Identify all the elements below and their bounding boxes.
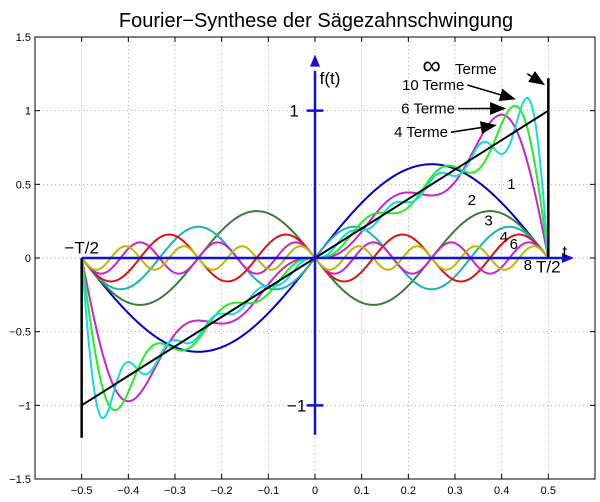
axis-minus-one-label: −1 (287, 396, 306, 415)
x-tick-label: 0.5 (541, 485, 556, 497)
y-tick-label: −0.5 (9, 327, 31, 339)
harmonic-1-label: 1 (507, 176, 515, 193)
infinity-terme-label: Terme (455, 61, 497, 78)
x-tick-label: −0.1 (257, 485, 279, 497)
t-half-label: T/2 (536, 258, 561, 277)
chart-title: Fourier−Synthese der Sägezahnschwingung (119, 10, 513, 32)
terme-4-label: 4 Terme (394, 124, 448, 141)
x-tick-label: −0.3 (164, 485, 186, 497)
y-tick-label: −1 (18, 400, 31, 412)
t-axis-arrow (562, 253, 574, 263)
harmonic-3-label: 3 (484, 213, 492, 230)
harmonic-4-label: 4 (500, 229, 508, 246)
x-tick-label: 0.4 (494, 485, 509, 497)
terme-10-label: 10 Terme (402, 77, 464, 94)
axis-ticks: −0.5 −0.4 −0.3 −0.2 −0.1 0 0.1 0.2 0.3 0.4 0.5 −1.5… (9, 32, 595, 497)
annotations: 1 234 68 f(t) 1 −1 tT/2 −T/2 4 Terme 6 Terme 10 Te… (64, 50, 567, 416)
x-tick-label: −0.2 (211, 485, 233, 497)
terme-4-arrow (450, 121, 497, 134)
y-tick-label: 0 (25, 253, 31, 265)
y-tick-label: −1.5 (9, 474, 31, 486)
y-tick-label: 0.5 (16, 179, 31, 191)
y-tick-label: 1 (25, 106, 31, 118)
harmonic-8-label: 8 (524, 257, 532, 274)
f-of-t-label: f(t) (320, 69, 341, 88)
f-axis-arrow (310, 54, 320, 67)
infinity-symbol: ∞ (422, 50, 441, 80)
y-tick-label: 1.5 (16, 32, 31, 44)
x-tick-label: 0.1 (354, 485, 369, 497)
x-tick-label: 0 (312, 485, 318, 497)
harmonic-2-label: 2 (468, 192, 476, 209)
infinity-terme-arrow (526, 71, 546, 86)
x-tick-label: 0.2 (401, 485, 416, 497)
t-label: t (562, 242, 567, 261)
x-tick-label: −0.4 (117, 485, 139, 497)
x-tick-label: −0.5 (71, 485, 93, 497)
overlay (80, 54, 574, 438)
harmonic-6-label: 6 (510, 236, 518, 253)
terme-6-label: 6 Terme (401, 101, 455, 118)
axis-one-label: 1 (289, 102, 298, 121)
x-tick-label: 0.3 (447, 485, 462, 497)
terme-10-arrow (467, 84, 516, 101)
minus-t-half-label: −T/2 (64, 239, 99, 258)
